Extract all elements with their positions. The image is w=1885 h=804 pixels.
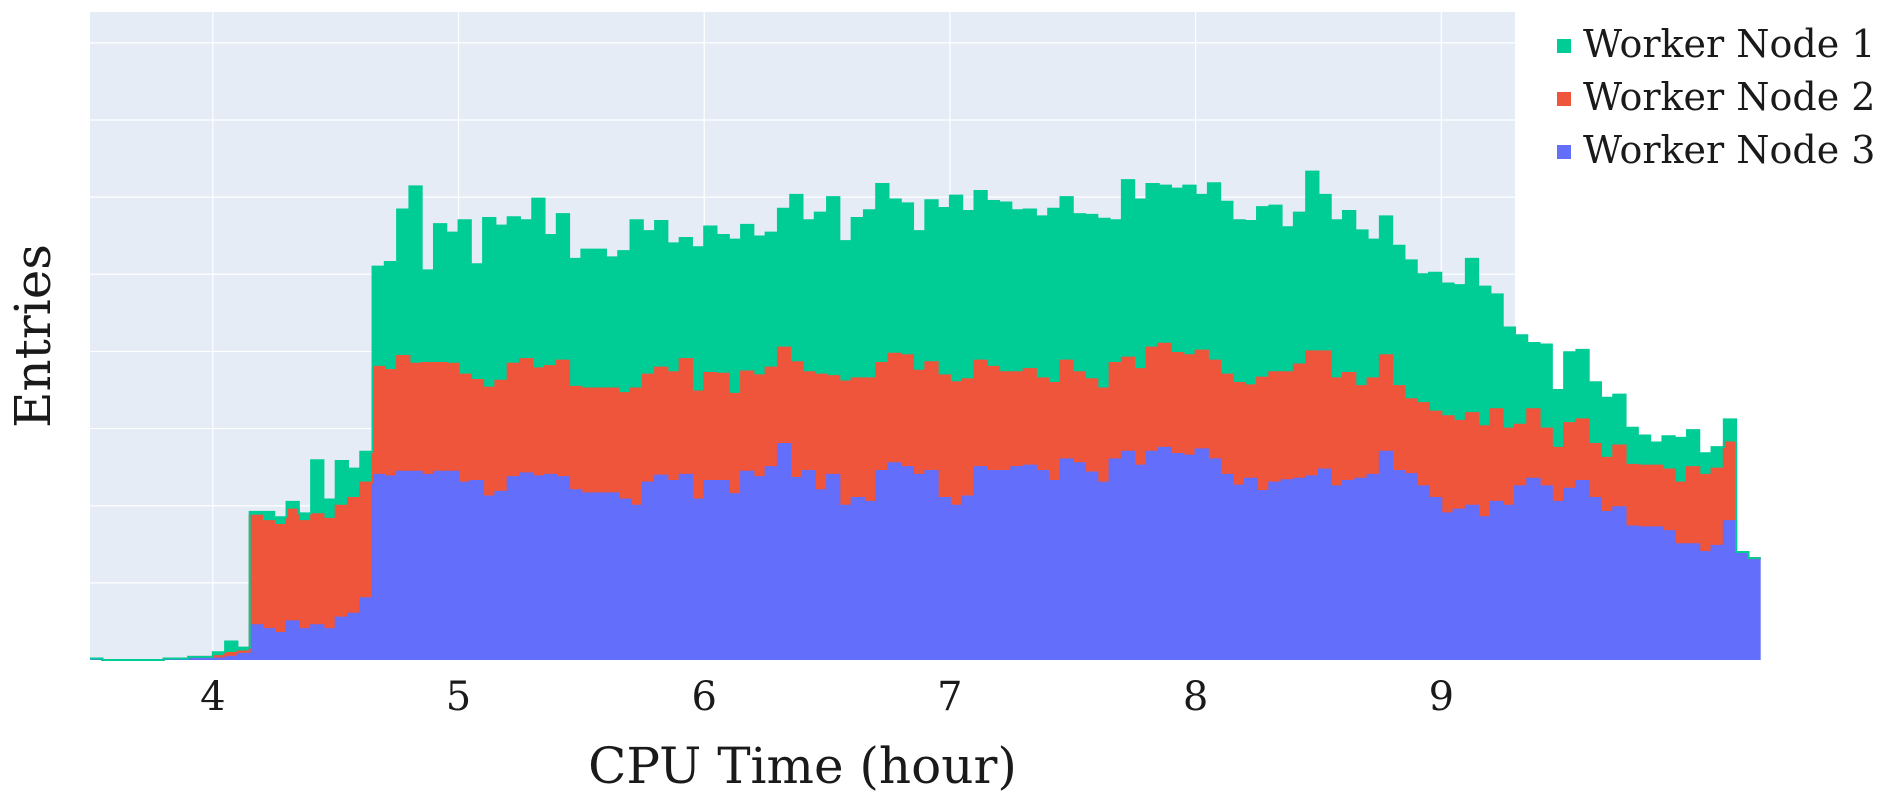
series-areas xyxy=(90,170,1761,661)
legend-label: Worker Node 1 xyxy=(1583,22,1875,66)
legend-swatch xyxy=(1557,39,1571,53)
y-axis-title: Entries xyxy=(4,244,62,428)
x-tick-label: 8 xyxy=(1183,674,1208,720)
x-tick-label: 7 xyxy=(937,674,962,720)
series-area-worker-node-1 xyxy=(90,171,1761,660)
series-area-worker-node-2 xyxy=(90,343,1761,660)
legend-label: Worker Node 3 xyxy=(1583,128,1875,172)
legend-swatch xyxy=(1557,92,1571,106)
legend-label: Worker Node 2 xyxy=(1583,75,1875,119)
series-area-worker-node-3 xyxy=(90,444,1761,660)
legend: Worker Node 1 Worker Node 2 Worker Node 3 xyxy=(1557,22,1875,172)
x-tick-label: 5 xyxy=(446,674,471,720)
series-outline-worker-node-2 xyxy=(90,342,1761,661)
x-axis-title: CPU Time (hour) xyxy=(588,737,1017,795)
legend-swatch xyxy=(1557,145,1571,159)
x-tick-label: 9 xyxy=(1429,674,1454,720)
x-axis-ticks: 4 5 6 7 8 9 xyxy=(200,674,1454,720)
x-tick-label: 6 xyxy=(691,674,716,720)
series-outline-worker-node-1 xyxy=(90,170,1761,661)
x-tick-label: 4 xyxy=(200,674,225,720)
series-outline-worker-node-3 xyxy=(90,443,1761,661)
